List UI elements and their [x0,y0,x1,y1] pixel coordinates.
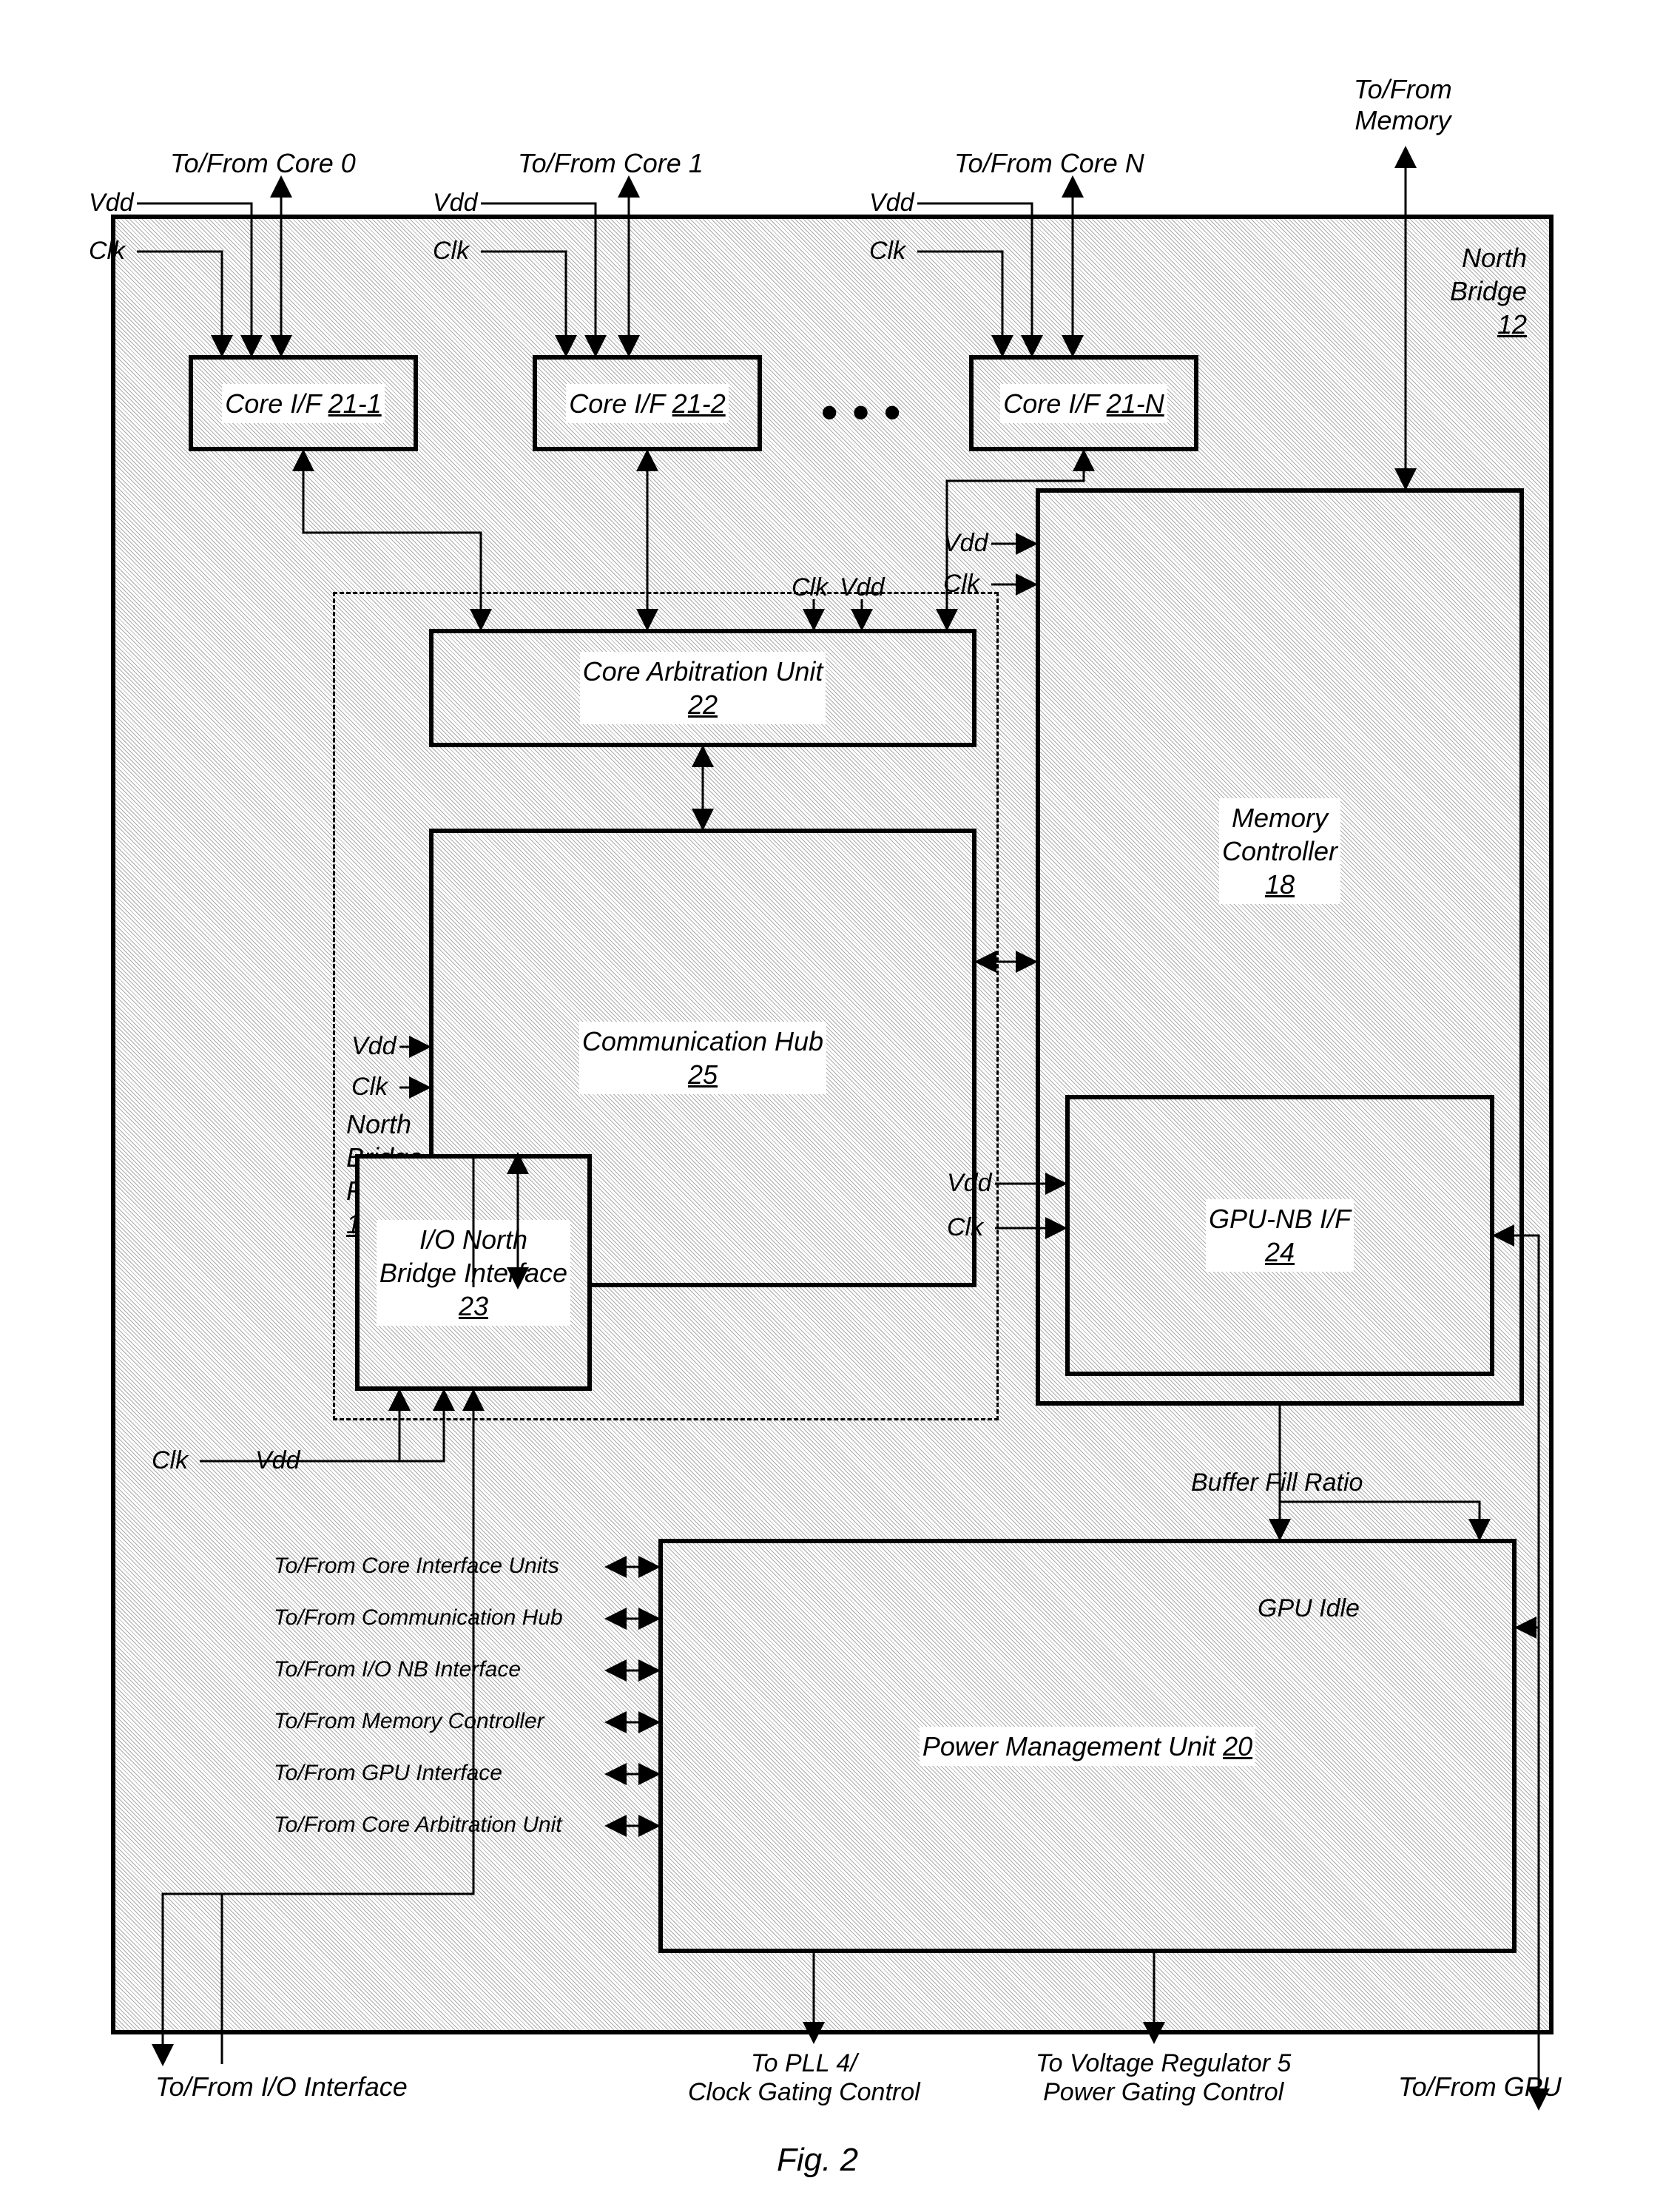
label-vdd-arb: Vdd [840,573,885,602]
core-if-1-box: Core I/F 21-2 [533,355,762,451]
label-clk-gpunb: Clk [947,1213,983,1242]
core-if-n-box: Core I/F 21-N [969,355,1198,451]
label-gpu: To/From GPU [1398,2071,1562,2103]
label-vdd-gpunb: Vdd [947,1169,992,1198]
pmu-title: Power Management Unit [922,1731,1215,1761]
core-if-n-title: Core I/F [1003,388,1099,419]
label-vdd-c1: Vdd [433,189,478,218]
io-nb-ref: 23 [459,1291,488,1321]
label-core0: To/From Core 0 [170,148,356,179]
comm-hub-ref: 25 [688,1059,718,1090]
label-pll: To PLL 4/ Clock Gating Control [688,2049,920,2107]
label-coreN: To/From Core N [954,148,1144,179]
label-gpu-idle: GPU Idle [1258,1594,1360,1623]
label-vdd-c0: Vdd [89,189,134,218]
pmu-label-4: To/From GPU Interface [274,1761,502,1786]
core-if-1-title: Core I/F [569,388,664,419]
label-vdd-mc1: Vdd [943,529,988,558]
pmu-label-5: To/From Core Arbitration Unit [274,1813,562,1838]
gpu-nb-if-box: GPU-NB I/F 24 [1065,1095,1494,1376]
core-if-0-title: Core I/F [225,388,320,419]
mem-ctrl-title: Memory Controller [1222,803,1337,866]
label-clk-cn: Clk [869,237,905,266]
label-memory: To/From Memory [1354,74,1452,136]
figure-label: Fig. 2 [777,2142,858,2179]
pmu-label-0: To/From Core Interface Units [274,1554,559,1579]
label-clk-mc1: Clk [943,570,979,599]
diagram-canvas: North Bridge 12 North Bridge Front End 1… [0,0,1680,2195]
comm-hub-title: Communication Hub [582,1026,823,1056]
ellipsis-icon: ••• [821,385,915,439]
label-clk-hub: Clk [351,1073,388,1102]
label-vdd-ionb: Vdd [255,1446,300,1475]
core-if-0-box: Core I/F 21-1 [189,355,418,451]
pmu-label-2: To/From I/O NB Interface [274,1657,521,1682]
label-clk-c1: Clk [433,237,469,266]
label-vdd-hub: Vdd [351,1032,397,1061]
pmu-label-3: To/From Memory Controller [274,1709,544,1734]
label-vdd-cn: Vdd [869,189,914,218]
core-arb-ref: 22 [688,689,718,720]
core-if-0-ref: 21-1 [328,388,382,419]
gpu-nb-ref: 24 [1265,1237,1295,1267]
gpu-nb-title: GPU-NB I/F [1209,1204,1351,1234]
core-if-n-ref: 21-N [1107,388,1164,419]
label-vreg: To Voltage Regulator 5 Power Gating Cont… [1036,2049,1291,2107]
north-bridge-ref: 12 [1497,309,1527,340]
label-clk-c0: Clk [89,237,125,266]
label-io: To/From I/O Interface [155,2071,408,2103]
io-nb-interface-box: I/O North Bridge Interface 23 [355,1154,592,1391]
label-clk-ionb: Clk [152,1446,188,1475]
core-if-1-ref: 21-2 [672,388,726,419]
core-arbitration-box: Core Arbitration Unit 22 [429,629,976,747]
mem-ctrl-ref: 18 [1265,869,1295,900]
core-arb-title: Core Arbitration Unit [583,656,823,687]
label-clk-arb: Clk [792,573,828,602]
north-bridge-title: North Bridge [1450,243,1527,306]
label-core1: To/From Core 1 [518,148,704,179]
pmu-ref: 20 [1223,1731,1252,1761]
pmu-label-1: To/From Communication Hub [274,1605,563,1631]
io-nb-title: I/O North Bridge Interface [379,1224,567,1288]
label-buffer-fill: Buffer Fill Ratio [1191,1469,1363,1497]
power-management-unit-box: Power Management Unit 20 [658,1539,1517,1953]
